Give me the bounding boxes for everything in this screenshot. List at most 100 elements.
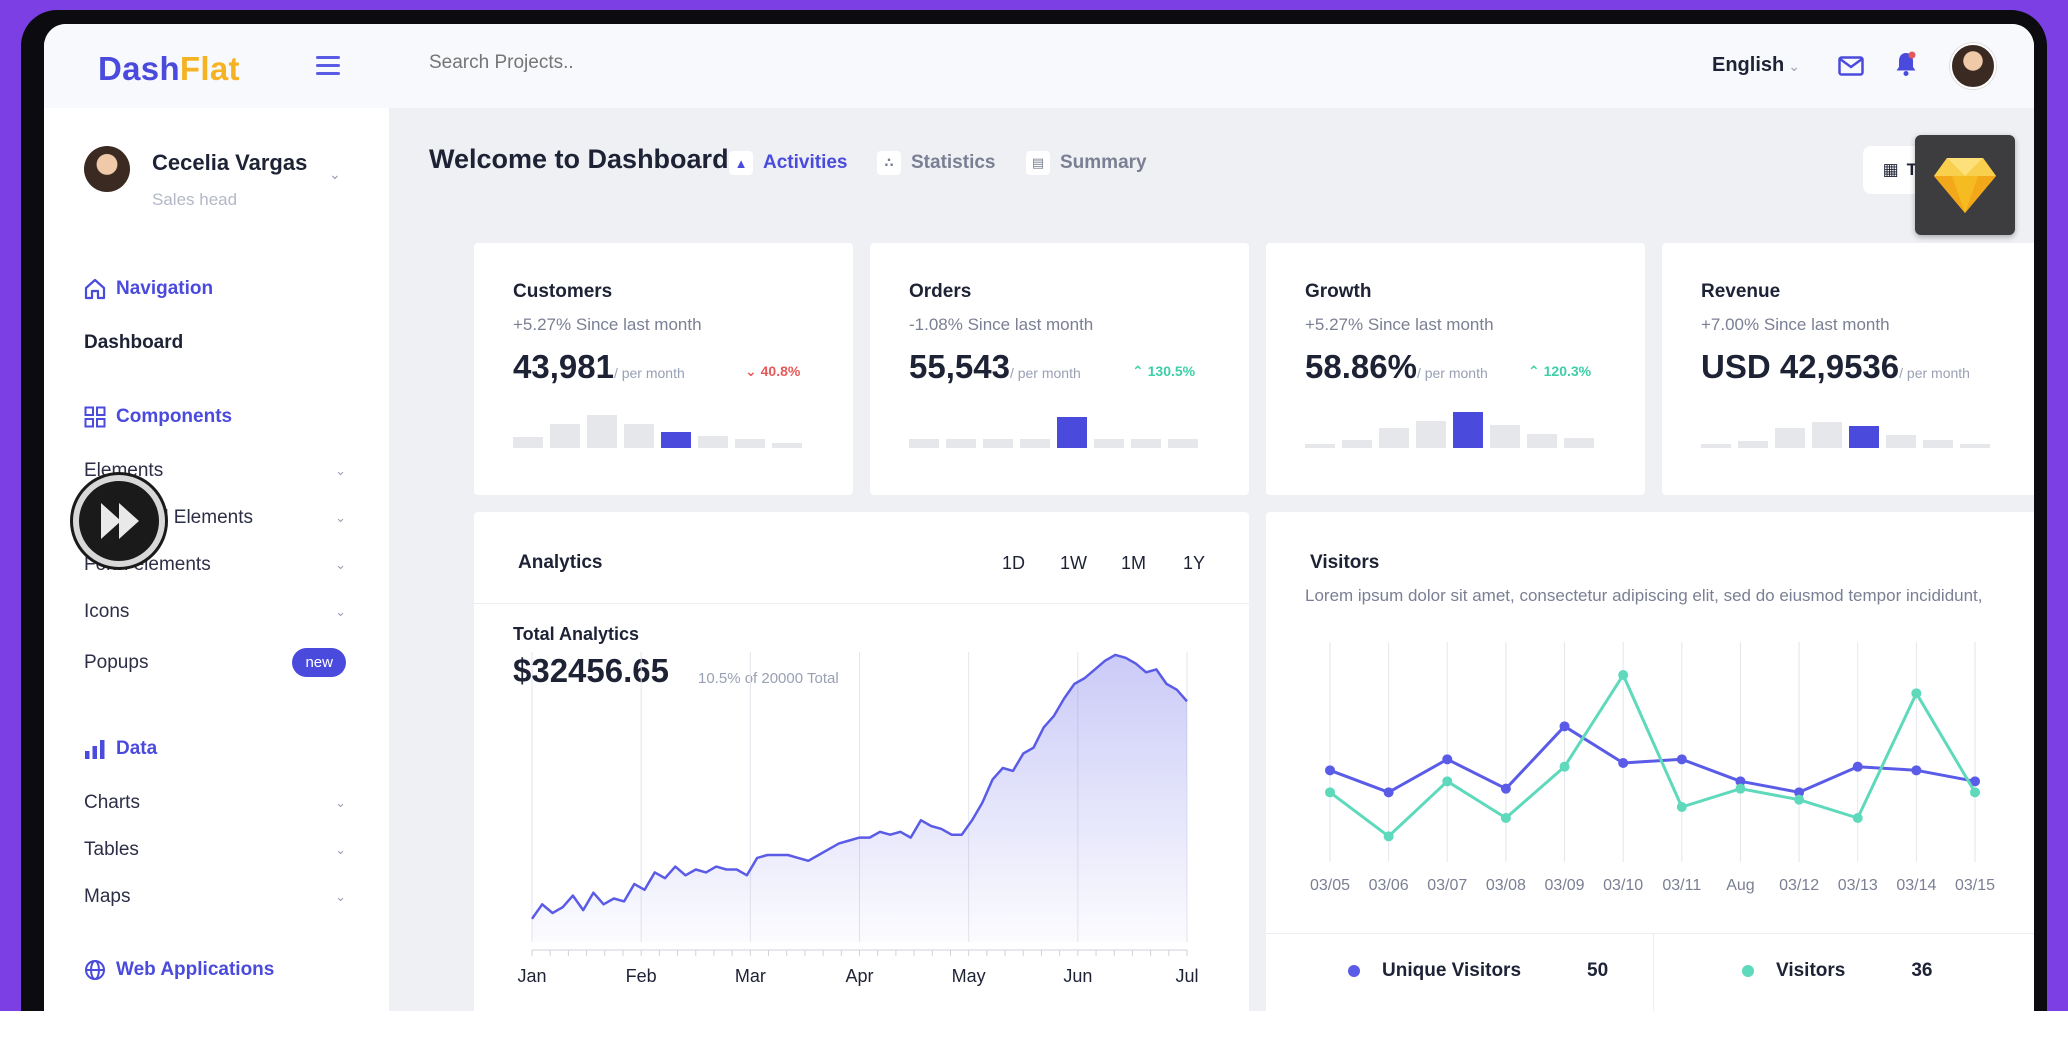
logo-part-1: Dash (98, 50, 180, 87)
nav-section-label: Data (116, 738, 157, 760)
kpi-unit: / per month (1899, 365, 1970, 381)
cube-icon: ▲ (729, 151, 753, 175)
logo-part-2: Flat (180, 50, 240, 87)
x-tick-label: Jun (1063, 966, 1092, 986)
kpi-card-orders: Orders -1.08% Since last month 55,543/ p… (870, 243, 1249, 495)
kpi-delta: ⌄ 40.8% (745, 363, 800, 380)
x-tick-label: Apr (845, 966, 873, 986)
sidebar-item-label: Maps (84, 886, 130, 908)
kpi-value: 55,543/ per month (909, 348, 1081, 386)
series-point (1442, 776, 1452, 786)
nav-section-label: Components (116, 406, 232, 428)
user-avatar[interactable] (84, 146, 130, 192)
mini-bar (698, 436, 728, 448)
sidebar-item-label: Charts (84, 792, 140, 814)
sketch-app-icon[interactable] (1915, 135, 2015, 235)
series-point (1677, 754, 1687, 764)
series-line (1330, 726, 1975, 792)
kpi-unit: / per month (1010, 365, 1081, 381)
tab-activities[interactable]: ▲ Activities (729, 151, 847, 175)
visitors-card: Visitors Lorem ipsum dolor sit amet, con… (1266, 512, 2034, 1011)
bottom-strip (0, 1011, 2068, 1046)
bell-icon[interactable] (1895, 51, 1917, 77)
kpi-mini-bar-chart (1701, 398, 2001, 448)
analytics-card: Analytics 1D 1W 1M 1Y Total Analytics $3… (474, 512, 1249, 1011)
mini-bar (624, 424, 654, 448)
sidebar-item-dashboard[interactable]: Dashboard (84, 332, 346, 354)
mini-bar (983, 439, 1013, 448)
x-tick-label: Feb (626, 966, 657, 986)
chevron-down-icon: ⌄ (335, 510, 346, 526)
chevron-down-icon[interactable]: ⌄ (329, 166, 341, 183)
kpi-number: 43,981 (513, 348, 614, 385)
series-point (1970, 787, 1980, 797)
visitors-title: Visitors (1310, 552, 1379, 574)
legend-unique-visitors[interactable]: Unique Visitors 50 (1348, 960, 1608, 982)
mini-bar (1342, 440, 1372, 448)
grid-icon (84, 406, 106, 428)
tab-summary[interactable]: ▤ Summary (1026, 151, 1147, 175)
sidebar-item-icons[interactable]: Icons ⌄ (84, 601, 346, 623)
signal-icon: ∴ (877, 151, 901, 175)
mini-bar (1886, 435, 1916, 448)
user-role: Sales head (152, 190, 237, 210)
chevron-down-icon: ⌄ (335, 889, 346, 905)
legend-visitors[interactable]: Visitors 36 (1742, 960, 1933, 982)
nav-section-label: Web Applications (116, 959, 274, 981)
legend-divider (1653, 933, 1654, 1011)
mini-bar (1416, 421, 1446, 448)
range-1d[interactable]: 1D (1002, 553, 1025, 574)
x-tick-label: Mar (735, 966, 766, 986)
sidebar-item-charts[interactable]: Charts ⌄ (84, 792, 346, 814)
kpi-number: 58.86% (1305, 348, 1417, 385)
range-1m[interactable]: 1M (1121, 553, 1146, 574)
mini-bar (909, 439, 939, 448)
mini-bar (513, 437, 543, 448)
document-icon: ▤ (1026, 151, 1050, 175)
legend-label: Unique Visitors (1382, 960, 1521, 982)
language-select[interactable]: English ⌄ (1712, 54, 1800, 77)
sidebar-item-popups[interactable]: Popups new (84, 648, 346, 677)
mini-bar (587, 415, 617, 448)
logo[interactable]: DashFlat (98, 50, 240, 88)
kpi-delta-value: 40.8% (761, 363, 801, 379)
x-tick-label: May (952, 966, 986, 986)
kpi-number: USD 42,9536 (1701, 348, 1899, 385)
chevron-down-icon: ⌄ (335, 604, 346, 620)
nav-section-data: Data (84, 738, 157, 760)
series-point (1911, 765, 1921, 775)
range-1w[interactable]: 1W (1060, 553, 1087, 574)
play-icon (79, 481, 159, 561)
sidebar-item-maps[interactable]: Maps ⌄ (84, 886, 346, 908)
legend-label: Visitors (1776, 960, 1845, 982)
sidebar-item-label: Tables (84, 839, 139, 861)
mini-bar (1168, 439, 1198, 448)
sidebar-item-tables[interactable]: Tables ⌄ (84, 839, 346, 861)
x-tick-label: Aug (1726, 877, 1754, 894)
mini-bar (735, 439, 765, 448)
hamburger-menu-icon[interactable] (316, 56, 340, 76)
avatar[interactable] (1950, 43, 1996, 89)
tab-statistics[interactable]: ∴ Statistics (877, 151, 995, 175)
legend-value: 50 (1587, 960, 1608, 982)
series-point (1560, 721, 1570, 731)
sidebar-item-label: Dashboard (84, 332, 183, 354)
chevron-down-icon: ⌄ (335, 842, 346, 858)
kpi-delta-value: 120.3% (1544, 363, 1591, 379)
kpi-mini-bar-chart (513, 398, 813, 448)
top-bar: DashFlat English⌄ (44, 24, 2034, 108)
play-pause-overlay-button[interactable] (73, 475, 165, 567)
series-point (1677, 802, 1687, 812)
series-point (1384, 787, 1394, 797)
mini-bar (1453, 412, 1483, 448)
range-1y[interactable]: 1Y (1183, 553, 1205, 574)
sidebar-item-label: Popups (84, 652, 148, 674)
mail-icon[interactable] (1838, 56, 1864, 76)
mini-bar (1564, 438, 1594, 448)
globe-icon (84, 959, 106, 981)
search-input[interactable] (429, 52, 829, 74)
kpi-subtitle: +5.27% Since last month (1305, 315, 1494, 335)
kpi-unit: / per month (614, 365, 685, 381)
calendar-icon: ▦ (1883, 160, 1899, 180)
mini-bar (1490, 425, 1520, 448)
